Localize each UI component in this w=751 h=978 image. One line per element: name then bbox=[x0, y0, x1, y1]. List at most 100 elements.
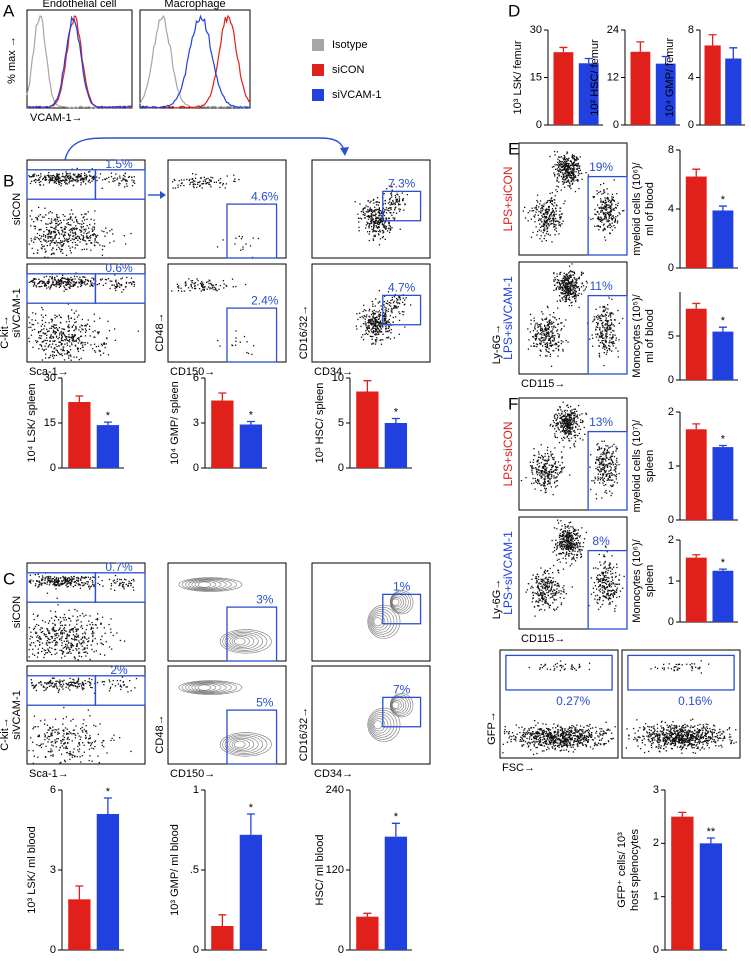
dot bbox=[94, 220, 95, 221]
dot bbox=[574, 156, 575, 157]
dot bbox=[543, 342, 544, 343]
dot bbox=[391, 312, 392, 313]
dot bbox=[48, 736, 49, 737]
dot bbox=[52, 276, 53, 277]
y-axis-label: % max → bbox=[6, 36, 18, 84]
dot bbox=[566, 161, 567, 162]
dot bbox=[56, 286, 57, 287]
dot bbox=[88, 638, 89, 639]
dot bbox=[535, 214, 536, 215]
dot bbox=[531, 320, 532, 321]
dot bbox=[546, 214, 547, 215]
dot bbox=[90, 237, 91, 238]
dot bbox=[57, 219, 58, 220]
dot bbox=[397, 201, 398, 202]
dot bbox=[79, 223, 80, 224]
dot bbox=[569, 286, 570, 287]
dot bbox=[544, 203, 545, 204]
dot bbox=[81, 342, 82, 343]
dot bbox=[66, 223, 67, 224]
dot bbox=[82, 249, 83, 250]
dot bbox=[67, 645, 68, 646]
dot bbox=[97, 583, 98, 584]
dot bbox=[88, 585, 89, 586]
panel-letter: F bbox=[508, 394, 518, 413]
dot bbox=[77, 236, 78, 237]
dot bbox=[61, 334, 62, 335]
dot bbox=[62, 739, 63, 740]
dot bbox=[583, 273, 584, 274]
dot bbox=[40, 583, 41, 584]
dot bbox=[91, 181, 92, 182]
histogram-curve bbox=[27, 16, 132, 108]
dot bbox=[379, 322, 380, 323]
dot bbox=[74, 313, 75, 314]
dot bbox=[44, 333, 45, 334]
dot bbox=[611, 339, 612, 340]
dot bbox=[68, 355, 69, 356]
dot bbox=[44, 208, 45, 209]
dot bbox=[370, 201, 371, 202]
dot bbox=[368, 219, 369, 220]
dot bbox=[68, 586, 69, 587]
dot bbox=[60, 341, 61, 342]
dot bbox=[123, 289, 124, 290]
dot bbox=[600, 221, 601, 222]
dot bbox=[569, 305, 570, 306]
dot bbox=[61, 244, 62, 245]
dot bbox=[76, 637, 77, 638]
dot bbox=[58, 352, 59, 353]
dot bbox=[109, 288, 110, 289]
dot bbox=[561, 170, 562, 171]
dot bbox=[94, 227, 95, 228]
dot bbox=[537, 209, 538, 210]
dot bbox=[372, 324, 373, 325]
dot bbox=[66, 653, 67, 654]
dot bbox=[58, 619, 59, 620]
dot bbox=[61, 234, 62, 235]
dot bbox=[66, 321, 67, 322]
dot bbox=[45, 689, 46, 690]
dot bbox=[74, 174, 75, 175]
dot bbox=[382, 334, 383, 335]
dot bbox=[63, 628, 64, 629]
dot bbox=[235, 238, 236, 239]
dot bbox=[569, 288, 570, 289]
dot bbox=[113, 680, 114, 681]
dot bbox=[384, 301, 385, 302]
panel-letter: E bbox=[508, 139, 519, 158]
dot bbox=[573, 287, 574, 288]
dot bbox=[91, 679, 92, 680]
dot bbox=[60, 625, 61, 626]
dot bbox=[376, 337, 377, 338]
dot bbox=[574, 298, 575, 299]
dot bbox=[70, 732, 71, 733]
dot bbox=[46, 288, 47, 289]
dot bbox=[575, 288, 576, 289]
dot bbox=[559, 175, 560, 176]
dot bbox=[31, 319, 32, 320]
dot bbox=[532, 210, 533, 211]
dot bbox=[72, 232, 73, 233]
dot bbox=[41, 651, 42, 652]
dot bbox=[52, 356, 53, 357]
dot bbox=[563, 179, 564, 180]
dot bbox=[360, 317, 361, 318]
dot bbox=[391, 195, 392, 196]
dot bbox=[41, 220, 42, 221]
dot bbox=[371, 336, 372, 337]
dot bbox=[67, 748, 68, 749]
dot bbox=[57, 633, 58, 634]
dot bbox=[60, 279, 61, 280]
dot bbox=[110, 280, 111, 281]
dot bbox=[570, 289, 571, 290]
dot bbox=[74, 285, 75, 286]
dot bbox=[363, 212, 364, 213]
dot bbox=[41, 335, 42, 336]
dot bbox=[59, 585, 60, 586]
dot bbox=[63, 577, 64, 578]
dot bbox=[575, 175, 576, 176]
dot bbox=[192, 179, 193, 180]
dot bbox=[49, 245, 50, 246]
dot bbox=[557, 151, 558, 152]
